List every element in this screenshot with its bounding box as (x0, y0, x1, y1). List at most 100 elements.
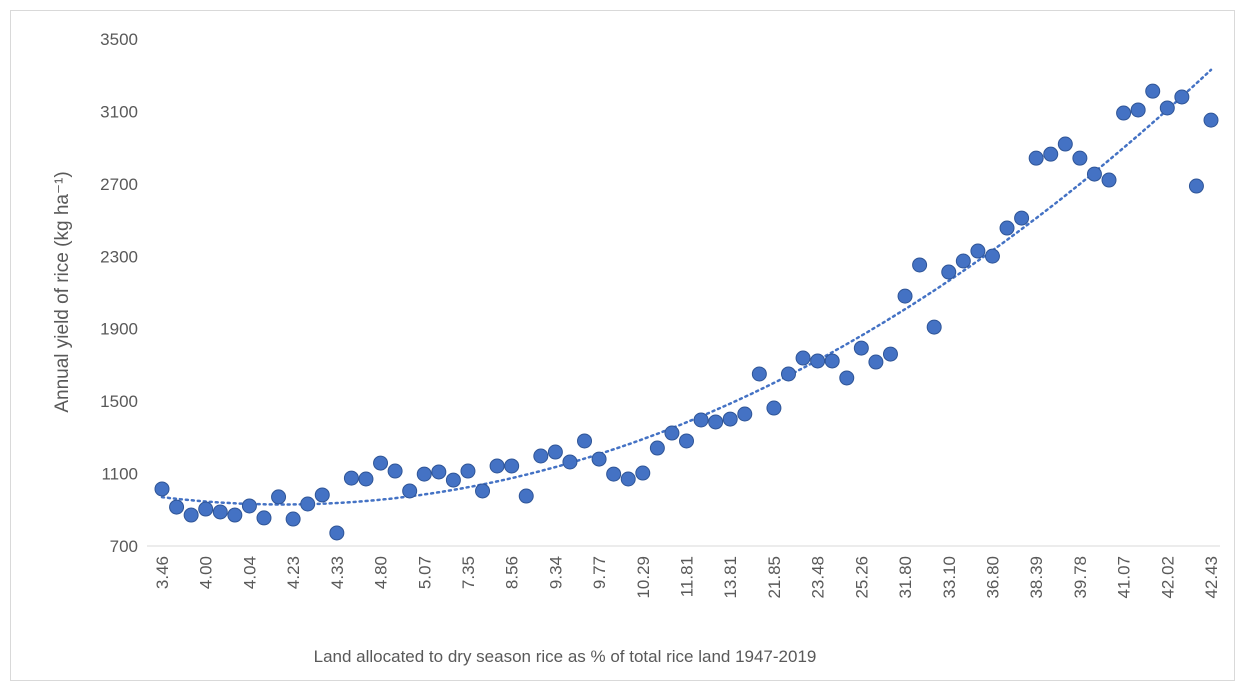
x-tick-label: 21.85 (765, 556, 784, 599)
point (562, 454, 578, 470)
point (329, 525, 345, 541)
x-tick-label: 4.00 (197, 556, 216, 589)
point (839, 370, 855, 386)
x-tick-label: 33.10 (940, 556, 959, 599)
point (591, 451, 607, 467)
point (897, 288, 913, 304)
point (780, 366, 796, 382)
x-tick-label: 9.34 (546, 556, 565, 589)
point (679, 433, 694, 449)
y-tick-label: 2300 (100, 247, 138, 266)
x-tick-label: 5.07 (415, 556, 434, 589)
x-tick-label: 31.80 (896, 556, 915, 599)
point (664, 425, 680, 441)
point (445, 472, 461, 488)
x-tick-label: 11.81 (678, 556, 697, 597)
x-axis-title: Land allocated to dry season rice as % o… (314, 647, 817, 666)
x-tick-label: 13.81 (721, 556, 740, 599)
point (183, 507, 199, 523)
point (533, 448, 549, 464)
point (737, 406, 753, 422)
point (1145, 83, 1161, 99)
y-axis-title: Annual yield of rice (kg ha⁻¹) (52, 171, 73, 412)
point (154, 481, 170, 497)
y-tick-label: 1500 (100, 392, 138, 411)
point (373, 455, 389, 471)
y-tick-label: 1900 (100, 320, 138, 339)
point (475, 483, 491, 499)
y-tick-label: 3100 (100, 102, 138, 121)
point (285, 511, 301, 527)
point (518, 488, 534, 504)
point (868, 354, 884, 370)
point (766, 400, 782, 416)
point (1057, 136, 1073, 152)
x-tick-label: 39.78 (1071, 556, 1090, 599)
point (547, 444, 563, 460)
point (504, 458, 520, 474)
point (1043, 146, 1059, 162)
point (693, 412, 709, 428)
point (1086, 166, 1102, 182)
x-tick-label: 4.33 (328, 556, 347, 589)
point (358, 471, 374, 487)
y-tick-label: 3500 (100, 30, 138, 49)
point (431, 464, 447, 480)
point (824, 353, 840, 369)
point (577, 433, 593, 449)
x-tick-label: 38.39 (1027, 556, 1046, 599)
point (1116, 105, 1132, 121)
point (955, 253, 971, 269)
point (620, 471, 636, 487)
x-tick-label: 4.23 (284, 556, 303, 589)
point (1203, 112, 1219, 128)
y-tick-label: 2700 (100, 175, 138, 194)
point (1159, 100, 1175, 116)
point (1101, 172, 1117, 188)
x-tick-label: 42.43 (1202, 556, 1221, 599)
point (635, 465, 651, 481)
point (941, 264, 957, 280)
x-tick-label: 36.80 (983, 556, 1002, 599)
x-tick-label: 41.07 (1115, 556, 1134, 599)
point (227, 507, 243, 523)
point (343, 470, 359, 486)
x-tick-label: 9.77 (590, 556, 609, 589)
point (256, 510, 272, 526)
point (387, 463, 403, 479)
y-tick-label: 1100 (101, 465, 138, 484)
point (416, 466, 432, 482)
point (999, 220, 1015, 236)
trendline (160, 68, 1213, 506)
point (926, 319, 942, 335)
point (1130, 102, 1146, 118)
point (606, 466, 622, 482)
x-tick-label: 10.29 (634, 556, 653, 599)
point (212, 504, 228, 520)
point (1028, 150, 1044, 166)
point (795, 350, 811, 366)
point (751, 366, 767, 382)
x-tick-label: 3.46 (153, 556, 172, 589)
point (722, 411, 738, 427)
point (1188, 178, 1204, 194)
x-tick-label: 23.48 (809, 556, 828, 599)
point (912, 257, 928, 273)
chart-border (10, 10, 1235, 681)
point (460, 463, 476, 479)
point (402, 483, 418, 499)
point (241, 498, 257, 514)
point (810, 353, 826, 369)
x-tick-label: 25.26 (852, 556, 871, 599)
point (489, 458, 505, 474)
x-tick-label: 8.56 (503, 556, 522, 589)
point (1174, 89, 1190, 105)
point (1072, 150, 1088, 166)
point (882, 346, 898, 362)
point (198, 501, 214, 517)
point (649, 440, 665, 456)
point (1014, 210, 1030, 226)
point (169, 499, 185, 515)
x-tick-label: 4.04 (240, 556, 259, 589)
